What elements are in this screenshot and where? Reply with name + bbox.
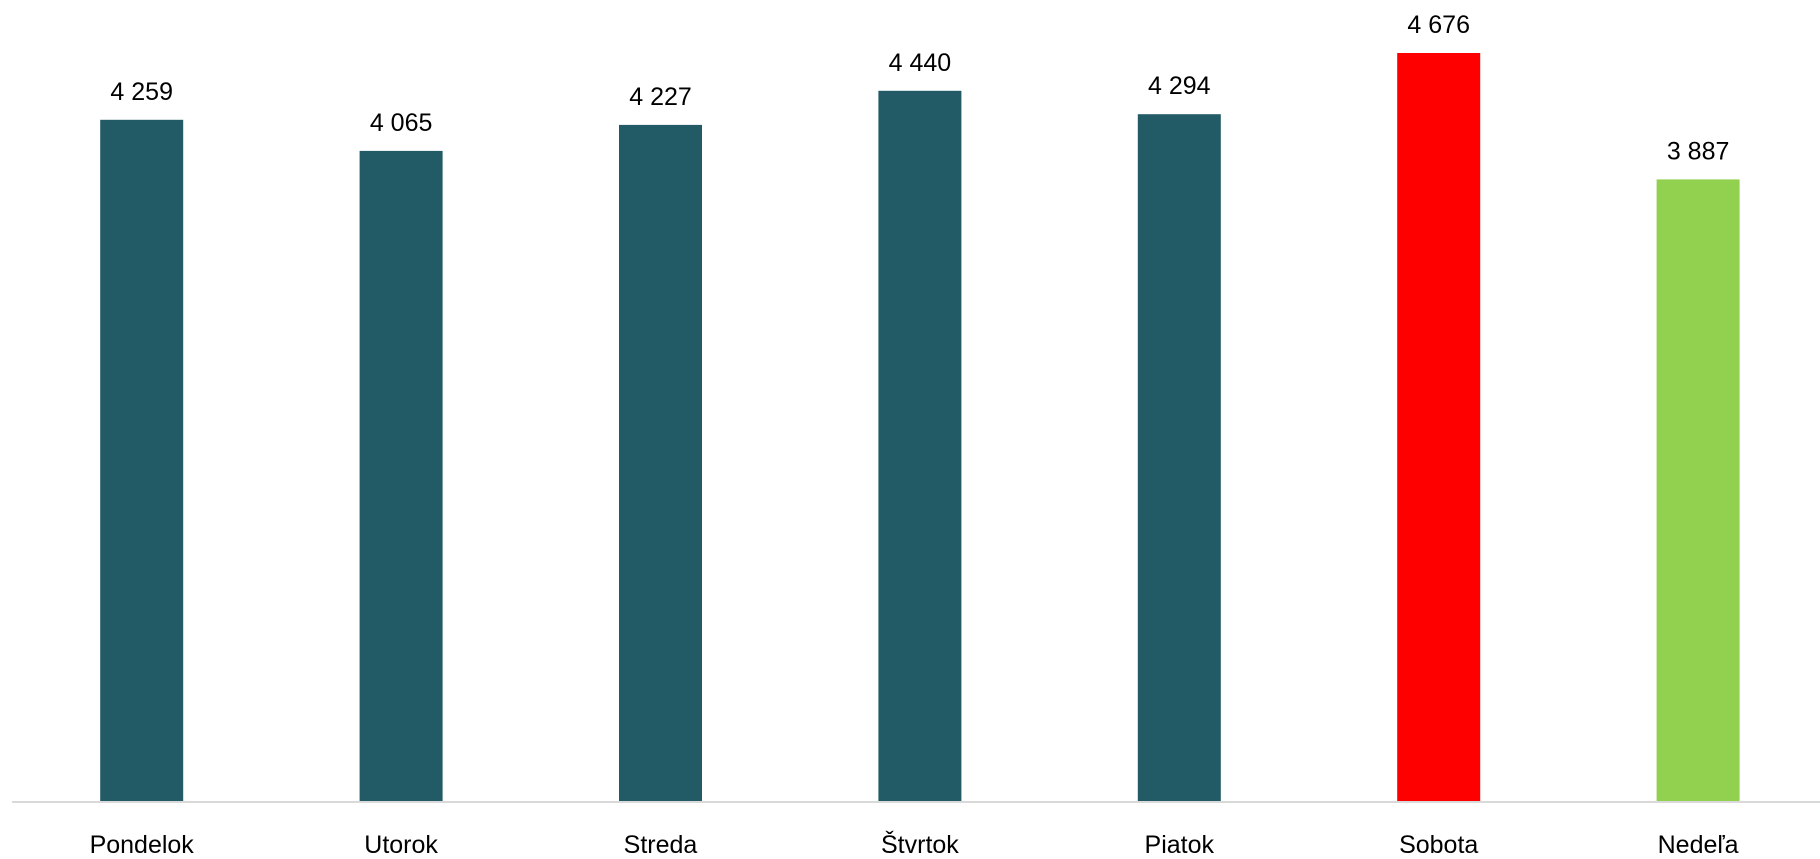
bars-group [100,53,1740,803]
value-label-0: 4 259 [110,78,173,106]
category-label-6: Nedeľa [1658,831,1739,859]
category-label-1: Utorok [364,831,438,859]
bar-4 [1137,114,1221,802]
value-label-6: 3 887 [1667,137,1730,165]
category-label-3: Štvrtok [881,830,959,859]
category-label-2: Streda [624,831,698,859]
bar-6 [1656,179,1740,802]
category-label-0: Pondelok [90,831,195,859]
bar-5 [1397,53,1481,802]
value-label-1: 4 065 [370,109,433,137]
category-label-5: Sobota [1399,831,1478,859]
value-label-4: 4 294 [1148,72,1211,100]
category-label-4: Piatok [1145,831,1215,859]
value-label-3: 4 440 [889,49,952,77]
bar-0 [100,119,184,803]
value-label-5: 4 676 [1407,11,1470,39]
value-label-2: 4 227 [629,83,692,111]
bar-2 [619,124,702,802]
bar-3 [878,90,962,803]
value-labels-group: 4 259 4 065 4 227 4 440 4 294 4 676 3 887 [110,11,1729,165]
category-labels-group: Pondelok Utorok Streda Štvrtok Piatok Sobota N… [90,830,1739,859]
bar-1 [359,150,443,802]
